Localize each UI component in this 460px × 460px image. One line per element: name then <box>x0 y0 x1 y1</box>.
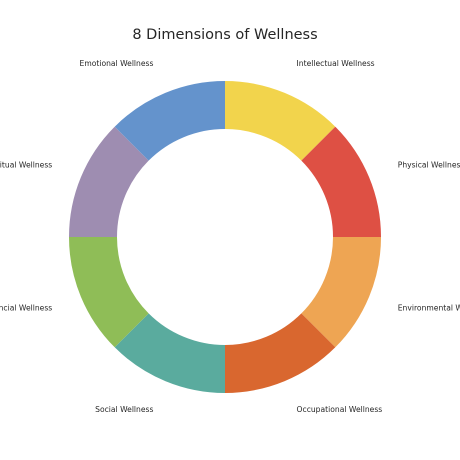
chart-title: 8 Dimensions of Wellness <box>132 27 317 43</box>
slice-occupational-wellness <box>225 313 336 393</box>
slice-social-wellness <box>114 313 225 393</box>
label-financial-wellness: Financial Wellness <box>0 304 52 313</box>
label-occupational-wellness: Occupational Wellness <box>297 405 383 414</box>
label-social-wellness: Social Wellness <box>95 405 153 414</box>
label-physical-wellness: Physical Wellness <box>398 160 460 169</box>
slice-physical-wellness <box>301 126 381 237</box>
label-spiritual-wellness: Spiritual Wellness <box>0 160 52 169</box>
slice-emotional-wellness <box>114 81 225 161</box>
slice-financial-wellness <box>69 237 149 348</box>
label-intellectual-wellness: Intellectual Wellness <box>297 59 375 68</box>
donut-slices <box>69 81 381 393</box>
slice-environmental-wellness <box>301 237 381 348</box>
slice-labels: Intellectual Wellness Physical Wellness En… <box>0 59 460 414</box>
label-emotional-wellness: Emotional Wellness <box>80 59 154 68</box>
label-environmental-wellness: Environmental Wellness <box>398 304 460 313</box>
slice-intellectual-wellness <box>225 81 336 161</box>
slice-spiritual-wellness <box>69 126 149 237</box>
